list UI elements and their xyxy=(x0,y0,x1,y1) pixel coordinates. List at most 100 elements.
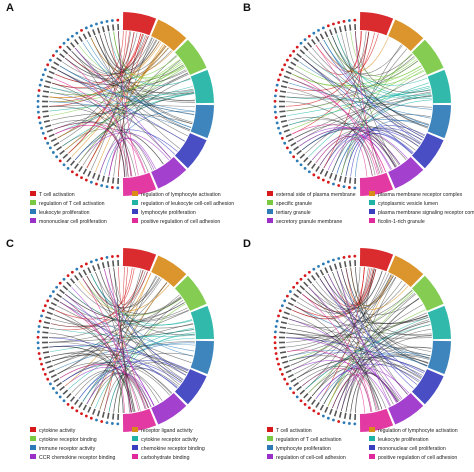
chord-link xyxy=(86,39,192,128)
gene-fold-change-marker xyxy=(342,19,346,23)
chord-link xyxy=(51,31,124,88)
chord-link xyxy=(57,72,189,139)
gene-tick xyxy=(283,311,290,315)
gene-tick xyxy=(282,80,289,84)
chord-link xyxy=(49,106,149,173)
gene-tick xyxy=(287,373,294,379)
gene-tick xyxy=(303,156,309,163)
gene-tick xyxy=(319,33,325,40)
gene-tick xyxy=(296,289,302,295)
gene-fold-change-marker xyxy=(285,294,289,298)
chord-link xyxy=(104,269,146,410)
chord-link xyxy=(108,268,144,305)
gene-tick xyxy=(50,65,57,71)
gene-fold-change-marker xyxy=(100,21,104,24)
gene-tick xyxy=(338,26,342,33)
gene-fold-change-marker xyxy=(70,406,74,410)
gene-fold-change-marker xyxy=(84,26,88,30)
gene-tick xyxy=(56,293,63,298)
chord-link xyxy=(51,82,137,176)
legend-label: ficolin-1-rich granule xyxy=(378,219,425,225)
gene-fold-change-marker xyxy=(58,395,62,399)
chord-link xyxy=(294,268,374,318)
gene-tick xyxy=(296,53,302,59)
gene-tick xyxy=(324,406,329,413)
gene-tick xyxy=(45,360,52,364)
term-sector xyxy=(411,133,444,169)
gene-tick xyxy=(279,326,287,329)
gene-fold-change-marker xyxy=(283,377,287,381)
gene-fold-change-marker xyxy=(116,422,120,426)
gene-tick xyxy=(106,412,110,419)
gene-fold-change-marker xyxy=(288,387,292,390)
gene-fold-change-marker xyxy=(317,412,320,415)
gene-fold-change-marker xyxy=(280,136,284,140)
gene-fold-change-marker xyxy=(58,281,62,285)
chord-link xyxy=(345,276,397,412)
term-sector xyxy=(359,12,394,36)
gene-fold-change-marker xyxy=(75,409,79,413)
gene-fold-change-marker xyxy=(273,330,277,334)
chord-link xyxy=(113,267,184,380)
gene-tick xyxy=(42,115,50,118)
gene-fold-change-marker xyxy=(342,421,346,425)
chord-link xyxy=(286,337,425,374)
gene-tick xyxy=(45,80,52,84)
legend-swatch xyxy=(132,191,138,196)
gene-fold-change-marker xyxy=(275,121,279,125)
legend-label: leukocyte proliferation xyxy=(378,437,429,443)
legend-swatch xyxy=(132,436,138,441)
gene-fold-change-marker xyxy=(273,341,277,345)
chord-link xyxy=(299,61,432,110)
chord-link xyxy=(108,32,191,86)
gene-tick xyxy=(282,124,289,128)
chord-link xyxy=(296,301,432,335)
legend-swatch xyxy=(369,445,375,450)
gene-fold-change-marker xyxy=(75,267,79,271)
chord-link xyxy=(311,134,392,170)
term-sector xyxy=(151,19,187,52)
gene-tick xyxy=(343,25,347,32)
legend-label: regulation of leukocyte cell-cell adhesi… xyxy=(141,201,234,207)
gene-tick xyxy=(43,85,51,89)
gene-tick xyxy=(56,57,63,62)
gene-tick xyxy=(50,301,57,307)
gene-fold-change-marker xyxy=(299,41,303,45)
legend-swatch xyxy=(30,218,36,223)
chord-link xyxy=(65,45,167,151)
gene-tick xyxy=(66,45,72,52)
chord-link xyxy=(294,69,400,166)
gene-fold-change-marker xyxy=(38,357,42,361)
gene-tick xyxy=(285,133,292,138)
gene-fold-change-marker xyxy=(84,178,88,182)
legend-swatch xyxy=(30,209,36,214)
gene-fold-change-marker xyxy=(110,255,114,258)
legend-label: external side of plasma membrane xyxy=(276,192,356,198)
chord-link xyxy=(78,44,178,78)
chord-link xyxy=(50,112,193,125)
chord-link xyxy=(288,82,431,119)
gene-fold-change-marker xyxy=(58,45,62,49)
term-sector xyxy=(427,340,451,375)
gene-fold-change-marker xyxy=(43,136,47,140)
gene-fold-change-marker xyxy=(36,335,40,339)
legend-swatch xyxy=(369,191,375,196)
chord-link xyxy=(49,346,124,413)
gene-fold-change-marker xyxy=(46,377,50,381)
legend-swatch xyxy=(267,445,273,450)
chord-link xyxy=(62,93,195,147)
gene-tick xyxy=(299,153,306,159)
panel-c: cytokine activity receptor ligand activit… xyxy=(0,236,237,472)
gene-fold-change-marker xyxy=(347,186,351,189)
gene-fold-change-marker xyxy=(116,186,120,190)
chord-link xyxy=(65,73,189,151)
legend-label: chemokine receptor binding xyxy=(141,446,205,452)
chord-link xyxy=(53,314,186,376)
gene-tick xyxy=(329,29,333,36)
chord-link xyxy=(299,366,383,410)
legend-swatch xyxy=(132,218,138,223)
gene-fold-change-marker xyxy=(321,26,325,30)
gene-tick xyxy=(43,119,51,123)
chord-link xyxy=(57,362,146,410)
legend-swatch xyxy=(30,191,36,196)
